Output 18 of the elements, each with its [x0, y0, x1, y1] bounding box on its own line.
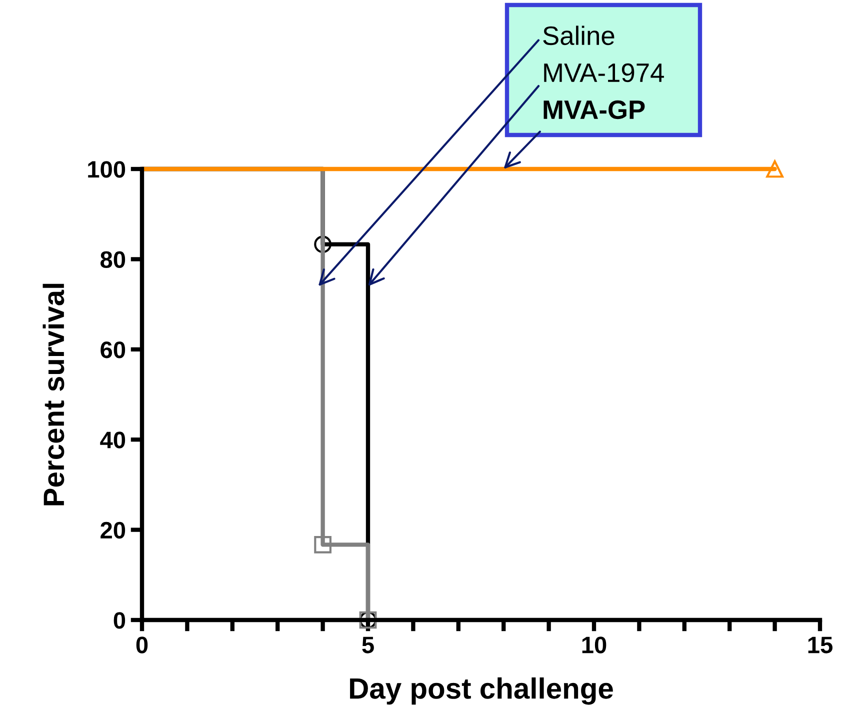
- y-tick-label: 60: [100, 341, 126, 358]
- x-tick-label: 0: [136, 636, 148, 654]
- y-tick-label: 40: [100, 432, 126, 448]
- point: [314, 536, 332, 554]
- y-tick-label: 100: [88, 161, 126, 178]
- x-tick-label: 5: [362, 636, 374, 654]
- y-tick-label: 80: [100, 251, 126, 268]
- x-tick-label: 10: [582, 636, 606, 654]
- y-axis-title: Percent survival: [42, 284, 64, 506]
- y-tick-label: 20: [100, 522, 126, 539]
- annotation: MVA-1974: [544, 63, 664, 82]
- x-tick-label: 15: [808, 636, 832, 654]
- y-tick-label: 0: [114, 612, 126, 629]
- annotation: MVA-GP: [544, 100, 645, 120]
- point: [314, 236, 332, 253]
- annotation: Saline: [543, 26, 614, 46]
- x-axis-title: Day post challenge: [350, 677, 613, 705]
- point: [766, 160, 784, 178]
